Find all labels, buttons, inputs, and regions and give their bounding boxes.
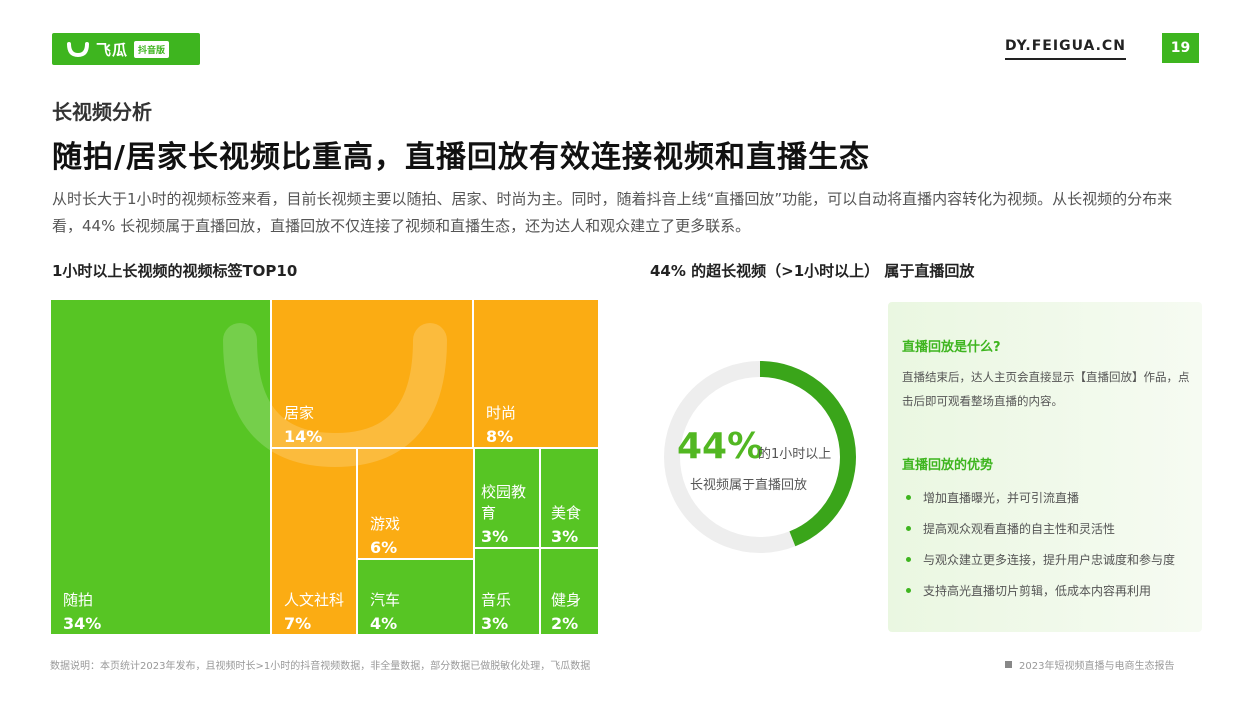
- treemap-label: 美食: [551, 504, 582, 522]
- report-title: 2023年短视频直播与电商生态报告: [1019, 661, 1175, 672]
- advantage-text: 支持高光直播切片剪辑，低成本内容再利用: [923, 584, 1152, 598]
- treemap-cell-音乐: 音乐 3%: [475, 549, 539, 634]
- treemap-cell-时尚: 时尚 8%: [474, 300, 598, 447]
- treemap-label: 居家: [284, 404, 315, 422]
- treemap-value: 3%: [481, 614, 509, 633]
- treemap-value: 8%: [486, 427, 514, 446]
- treemap-label: 时尚: [486, 404, 517, 422]
- treemap-cell-校园教育: 校园教育 3%: [475, 449, 539, 547]
- panel-what-title: 直播回放是什么?: [902, 340, 1001, 355]
- logo-badge: 抖音版: [134, 40, 170, 58]
- data-footnote: 数据说明：本页统计2023年发布，且视频时长>1小时的抖音视频数据，非全量数据，…: [50, 661, 591, 672]
- advantage-text: 与观众建立更多连接，提升用户忠诚度和参与度: [923, 553, 1176, 567]
- treemap-value: 7%: [284, 614, 312, 633]
- tag-treemap: 随拍 34% 居家 14% 时尚 8% 人文社科 7% 游戏 6% 校园教育 3…: [51, 300, 598, 634]
- site-url[interactable]: DY.FEIGUA.CN: [1005, 38, 1126, 60]
- donut-caption-1: 的1小时以上: [758, 447, 832, 462]
- brand-logo[interactable]: 飞瓜 抖音版: [52, 33, 200, 65]
- treemap-title: 1小时以上长视频的视频标签TOP10: [52, 262, 298, 280]
- treemap-label: 健身: [551, 591, 582, 609]
- info-panel: 直播回放是什么? 直播结束后，达人主页会直接显示【直播回放】作品，点击后即可观看…: [888, 302, 1202, 632]
- treemap-value: 4%: [370, 614, 398, 633]
- advantage-item: 增加直播曝光，并可引流直播: [906, 489, 1079, 506]
- bullet-icon: [906, 588, 911, 593]
- section-label: 长视频分析: [52, 100, 152, 124]
- treemap-value: 2%: [551, 614, 579, 633]
- treemap-value: 34%: [63, 614, 102, 633]
- donut-slice-直播回放: [759, 361, 856, 547]
- bullet-icon: [906, 495, 911, 500]
- treemap-cell-居家: 居家 14%: [272, 300, 472, 447]
- treemap-cell-美食: 美食 3%: [541, 449, 598, 547]
- page-title: 随拍/居家长视频比重高，直播回放有效连接视频和直播生态: [52, 140, 870, 175]
- treemap-label: 汽车: [370, 591, 401, 609]
- donut-chart: [664, 361, 856, 553]
- treemap-cell-人文社科: 人文社科 7%: [272, 449, 356, 634]
- treemap-value: 3%: [551, 527, 579, 546]
- panel-advantages-title: 直播回放的优势: [902, 458, 994, 473]
- square-icon: [1005, 661, 1012, 668]
- treemap-value: 3%: [481, 527, 509, 546]
- feigua-logo-icon: [67, 42, 89, 58]
- treemap-value: 14%: [284, 427, 323, 446]
- treemap-value: 6%: [370, 538, 398, 557]
- advantage-text: 增加直播曝光，并可引流直播: [923, 491, 1080, 505]
- treemap-cell-健身: 健身 2%: [541, 549, 598, 634]
- page-number: 19: [1162, 33, 1199, 63]
- bullet-icon: [906, 526, 911, 531]
- treemap-label: 随拍: [63, 591, 94, 609]
- advantage-item: 支持高光直播切片剪辑，低成本内容再利用: [906, 582, 1151, 599]
- treemap-label: 人文社科: [284, 591, 345, 609]
- treemap-cell-汽车: 汽车 4%: [358, 560, 473, 634]
- advantage-item: 与观众建立更多连接，提升用户忠诚度和参与度: [906, 551, 1175, 568]
- page-description: 从时长大于1小时的视频标签来看，目前长视频主要以随拍、居家、时尚为主。同时，随着…: [52, 190, 1173, 235]
- treemap-cell-随拍: 随拍 34%: [51, 300, 270, 634]
- report-name: 2023年短视频直播与电商生态报告: [1005, 657, 1174, 672]
- advantage-text: 提高观众观看直播的自主性和灵活性: [923, 522, 1116, 536]
- treemap-label: 游戏: [370, 515, 401, 533]
- treemap-label: 音乐: [481, 591, 512, 609]
- donut-percent: 44%: [677, 426, 764, 467]
- donut-chart-title: 44% 的超长视频（>1小时以上） 属于直播回放: [650, 262, 975, 280]
- treemap-label: 校园教育: [481, 483, 527, 522]
- panel-what-text: 直播结束后，达人主页会直接显示【直播回放】作品，点击后即可观看整场直播的内容。: [902, 370, 1190, 408]
- logo-name: 飞瓜: [96, 40, 129, 59]
- bullet-icon: [906, 557, 911, 562]
- advantage-item: 提高观众观看直播的自主性和灵活性: [906, 520, 1115, 537]
- treemap-cell-游戏: 游戏 6%: [358, 449, 473, 558]
- donut-caption-2: 长视频属于直播回放: [690, 478, 808, 493]
